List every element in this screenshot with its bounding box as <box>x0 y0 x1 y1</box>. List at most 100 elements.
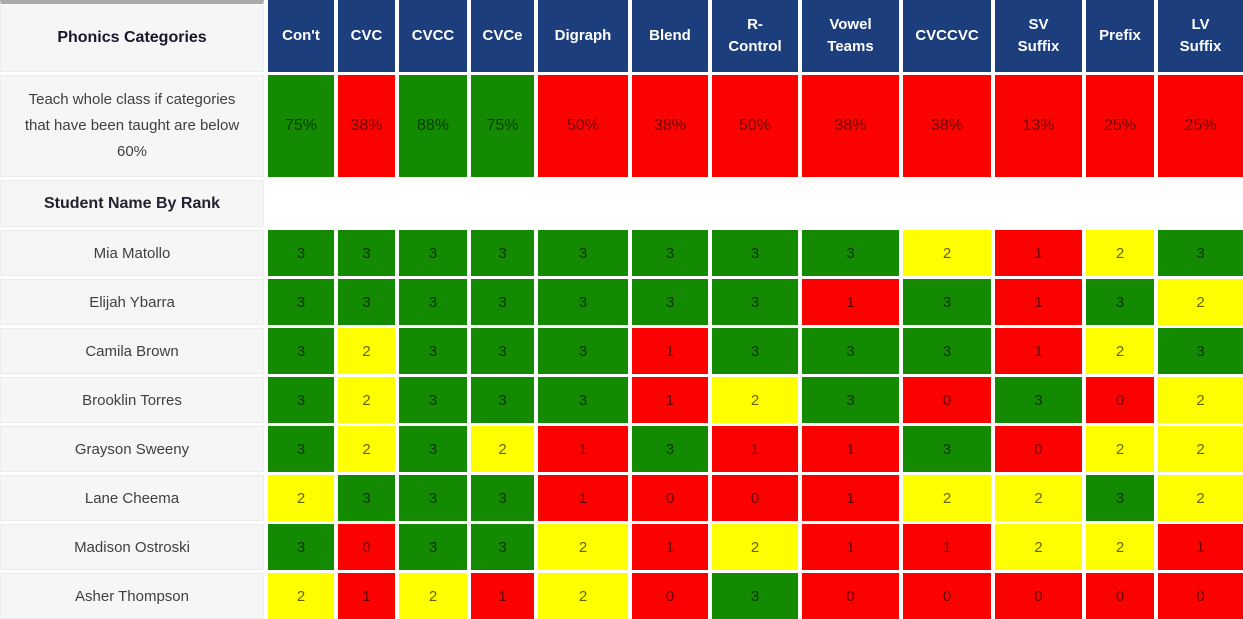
score-cell: 1 <box>538 475 628 521</box>
student-name: Asher Thompson <box>0 573 264 619</box>
class-percentage-cell: 88% <box>399 75 467 177</box>
class-summary-rule-label: Teach whole class if categories that hav… <box>0 75 264 177</box>
student-name: Madison Ostroski <box>0 524 264 570</box>
score-cell: 2 <box>1158 475 1243 521</box>
score-cell: 3 <box>268 230 334 276</box>
score-cell: 1 <box>995 230 1082 276</box>
score-cell: 2 <box>268 475 334 521</box>
score-cell: 3 <box>399 230 467 276</box>
class-percentage-cell: 38% <box>632 75 708 177</box>
column-header: Digraph <box>538 0 628 72</box>
score-cell: 2 <box>471 426 534 472</box>
class-percentage-cell: 50% <box>712 75 798 177</box>
score-cell: 1 <box>538 426 628 472</box>
score-cell: 3 <box>399 377 467 423</box>
score-cell: 3 <box>399 328 467 374</box>
score-cell: 0 <box>632 573 708 619</box>
table-corner-title: Phonics Categories <box>0 0 264 72</box>
score-cell: 1 <box>632 328 708 374</box>
score-cell: 3 <box>399 475 467 521</box>
column-header: Vowel Teams <box>802 0 899 72</box>
score-cell: 3 <box>802 377 899 423</box>
score-cell: 1 <box>802 279 899 325</box>
score-cell: 3 <box>538 377 628 423</box>
class-percentage-cell: 38% <box>338 75 395 177</box>
score-cell: 3 <box>903 279 991 325</box>
score-cell: 0 <box>903 377 991 423</box>
score-cell: 3 <box>338 279 395 325</box>
score-cell: 2 <box>538 524 628 570</box>
score-cell: 1 <box>1158 524 1243 570</box>
class-percentage-cell: 38% <box>903 75 991 177</box>
score-cell: 2 <box>338 377 395 423</box>
class-percentage-cell: 75% <box>268 75 334 177</box>
score-cell: 2 <box>995 475 1082 521</box>
score-cell: 0 <box>1086 573 1154 619</box>
score-cell: 0 <box>995 426 1082 472</box>
column-header: CVC <box>338 0 395 72</box>
score-cell: 3 <box>268 377 334 423</box>
class-percentage-cell: 75% <box>471 75 534 177</box>
column-header: Blend <box>632 0 708 72</box>
score-cell: 2 <box>1158 377 1243 423</box>
column-header: CVCC <box>399 0 467 72</box>
student-name: Elijah Ybarra <box>0 279 264 325</box>
score-cell: 2 <box>1086 230 1154 276</box>
column-header: CVCCVC <box>903 0 991 72</box>
score-cell: 3 <box>471 377 534 423</box>
score-cell: 1 <box>712 426 798 472</box>
score-cell: 3 <box>712 230 798 276</box>
class-percentage-cell: 13% <box>995 75 1082 177</box>
score-cell: 3 <box>399 426 467 472</box>
score-cell: 2 <box>399 573 467 619</box>
column-header: CVCe <box>471 0 534 72</box>
score-cell: 2 <box>1086 524 1154 570</box>
score-cell: 3 <box>471 524 534 570</box>
score-cell: 3 <box>1086 475 1154 521</box>
score-cell: 0 <box>995 573 1082 619</box>
column-header: Prefix <box>1086 0 1154 72</box>
class-percentage-cell: 50% <box>538 75 628 177</box>
score-cell: 3 <box>471 475 534 521</box>
score-cell: 2 <box>538 573 628 619</box>
score-cell: 3 <box>338 475 395 521</box>
score-cell: 3 <box>399 524 467 570</box>
score-cell: 3 <box>903 328 991 374</box>
score-cell: 3 <box>399 279 467 325</box>
score-cell: 3 <box>632 230 708 276</box>
student-name: Brooklin Torres <box>0 377 264 423</box>
score-cell: 0 <box>802 573 899 619</box>
student-rank-section-label: Student Name By Rank <box>0 180 264 227</box>
student-name: Camila Brown <box>0 328 264 374</box>
class-percentage-cell: 25% <box>1158 75 1243 177</box>
score-cell: 3 <box>268 279 334 325</box>
class-percentage-cell: 38% <box>802 75 899 177</box>
score-cell: 2 <box>995 524 1082 570</box>
score-cell: 1 <box>632 524 708 570</box>
score-cell: 2 <box>1086 426 1154 472</box>
score-cell: 2 <box>712 377 798 423</box>
score-cell: 3 <box>995 377 1082 423</box>
score-cell: 1 <box>802 426 899 472</box>
score-cell: 3 <box>802 328 899 374</box>
score-cell: 3 <box>268 524 334 570</box>
score-cell: 3 <box>268 426 334 472</box>
score-cell: 0 <box>903 573 991 619</box>
student-name: Grayson Sweeny <box>0 426 264 472</box>
score-cell: 0 <box>338 524 395 570</box>
column-header: R-Control <box>712 0 798 72</box>
score-cell: 3 <box>471 279 534 325</box>
score-cell: 2 <box>1158 426 1243 472</box>
score-cell: 2 <box>338 328 395 374</box>
class-percentage-cell: 25% <box>1086 75 1154 177</box>
score-cell: 0 <box>632 475 708 521</box>
score-cell: 3 <box>632 426 708 472</box>
score-cell: 1 <box>802 475 899 521</box>
score-cell: 2 <box>903 230 991 276</box>
score-cell: 3 <box>338 230 395 276</box>
score-cell: 0 <box>1158 573 1243 619</box>
column-header: SV Suffix <box>995 0 1082 72</box>
score-cell: 0 <box>712 475 798 521</box>
score-cell: 3 <box>903 426 991 472</box>
